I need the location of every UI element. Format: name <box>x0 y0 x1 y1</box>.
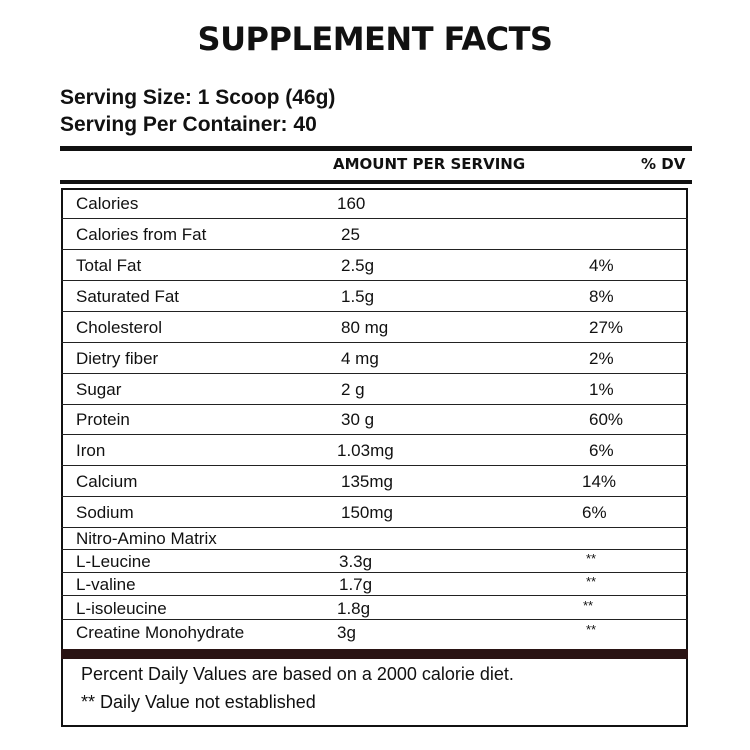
table-row: Dietry fiber 4 mg 2% <box>61 344 688 374</box>
nutrient-dv: 1% <box>589 380 614 399</box>
table-row: Sodium 150mg 6% <box>61 498 688 528</box>
amount-column-header: AMOUNT PER SERVING <box>333 155 526 173</box>
top-divider <box>60 146 692 151</box>
footnote-daily-values: Percent Daily Values are based on a 2000… <box>81 664 514 684</box>
nutrient-amount: 1.7g <box>339 575 373 594</box>
row-divider <box>61 595 688 596</box>
nutrient-name: Cholesterol <box>76 318 162 337</box>
matrix-label: Nitro-Amino Matrix <box>76 529 217 548</box>
nutrient-amount: 25 <box>341 225 360 244</box>
table-row: Total Fat 2.5g 4% <box>61 251 688 281</box>
table-row: L-Leucine 3.3g ** <box>61 550 688 573</box>
nutrient-name: Creatine Monohydrate <box>76 623 245 642</box>
row-divider <box>61 404 688 405</box>
nutrient-amount: 135mg <box>341 472 393 491</box>
nutrient-amount: 1.03mg <box>337 441 394 460</box>
row-divider <box>61 373 688 374</box>
nutrient-amount: 160 <box>337 194 366 213</box>
nutrient-amount: 80 mg <box>341 318 389 337</box>
nutrient-amount: 150mg <box>341 503 393 522</box>
row-divider <box>61 465 688 466</box>
nutrient-name: Total Fat <box>76 256 142 275</box>
row-divider <box>61 549 688 550</box>
nutrient-dv: ** <box>583 598 594 613</box>
nutrient-name: Dietry fiber <box>76 349 159 368</box>
nutrient-name: Calories <box>76 194 139 213</box>
nutrient-dv: 6% <box>589 441 614 460</box>
footnote-box <box>61 659 688 727</box>
table-row: L-valine 1.7g ** <box>61 573 688 596</box>
nutrient-dv: ** <box>586 551 597 566</box>
nutrient-amount: 1.5g <box>341 287 375 306</box>
table-row: Protein 30 g 60% <box>61 405 688 435</box>
nutrient-name: L-valine <box>76 575 136 594</box>
nutrient-name: Protein <box>76 410 130 429</box>
nutrient-dv: ** <box>586 622 597 637</box>
nutrient-dv: 8% <box>589 287 614 306</box>
row-divider <box>61 218 688 219</box>
nutrient-name: Saturated Fat <box>76 287 180 306</box>
page-title: SUPPLEMENT FACTS <box>197 20 553 58</box>
nutrient-amount: 1.8g <box>337 599 371 618</box>
nutrient-dv: 2% <box>589 349 614 368</box>
table-row: Calories from Fat 25 <box>61 220 688 250</box>
table-row: L-isoleucine 1.8g ** <box>61 597 688 620</box>
nutrient-amount: 30 g <box>341 410 375 429</box>
row-divider <box>61 342 688 343</box>
nutrient-name: Calcium <box>76 472 138 491</box>
table-row: Sugar 2 g 1% <box>61 375 688 405</box>
nutrient-amount: 4 mg <box>341 349 379 368</box>
facts-table <box>61 188 688 649</box>
row-divider <box>61 619 688 620</box>
nutrient-dv: 27% <box>589 318 624 337</box>
nutrient-name: Sodium <box>76 503 134 522</box>
nutrient-amount: 2 g <box>341 380 365 399</box>
nutrient-name: L-Leucine <box>76 552 151 571</box>
table-row: Saturated Fat 1.5g 8% <box>61 282 688 312</box>
row-divider <box>61 527 688 528</box>
nutrient-name: Sugar <box>76 380 122 399</box>
nutrient-dv: 60% <box>589 410 624 429</box>
nutrient-dv: 4% <box>589 256 614 275</box>
dv-column-header: % DV <box>641 155 686 173</box>
row-divider <box>61 572 688 573</box>
row-divider <box>61 280 688 281</box>
row-divider <box>61 496 688 497</box>
header-divider <box>60 180 692 184</box>
nutrient-dv: 14% <box>582 472 617 491</box>
nutrient-name: L-isoleucine <box>76 599 167 618</box>
table-row: Calcium 135mg 14% <box>61 467 688 497</box>
nutrient-name: Calories from Fat <box>76 225 207 244</box>
footer-divider-bar <box>61 649 688 659</box>
table-row: Creatine Monohydrate 3g ** <box>61 621 688 644</box>
nutrient-amount: 3g <box>337 623 356 642</box>
row-divider <box>61 249 688 250</box>
nutrient-dv: ** <box>586 574 597 589</box>
footnote-not-established: ** Daily Value not established <box>81 692 316 712</box>
table-row: Cholesterol 80 mg 27% <box>61 313 688 343</box>
nutrient-amount: 3.3g <box>339 552 373 571</box>
row-divider <box>61 311 688 312</box>
servings-per-container: Serving Per Container: 40 <box>60 113 317 136</box>
table-row: Calories 160 <box>61 189 688 219</box>
nutrient-name: Iron <box>76 441 106 460</box>
serving-size: Serving Size: 1 Scoop (46g) <box>60 86 336 109</box>
matrix-label-row: Nitro-Amino Matrix <box>61 527 688 550</box>
row-divider <box>61 434 688 435</box>
nutrient-amount: 2.5g <box>341 256 375 275</box>
nutrient-dv: 6% <box>582 503 607 522</box>
table-row: Iron 1.03mg 6% <box>61 436 688 466</box>
